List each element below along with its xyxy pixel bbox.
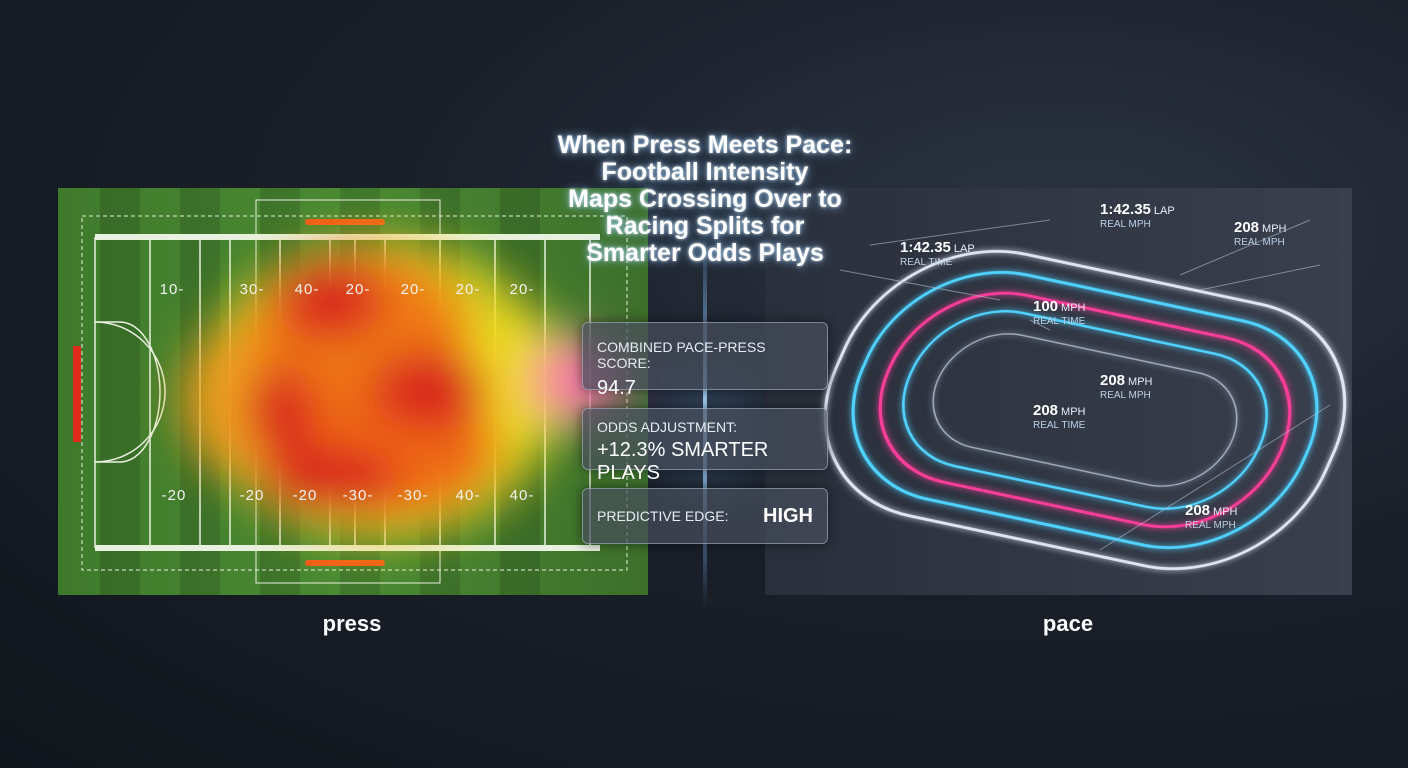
- score-panel: COMBINED PACE-PRESS SCORE: 94.7: [582, 322, 828, 399]
- track-annotation: 1:42.35 LAP REAL TIME: [900, 239, 975, 270]
- panel-value: HIGH: [763, 504, 813, 527]
- annotation-value: 208: [1033, 402, 1059, 419]
- yard-label: 40-: [294, 281, 320, 298]
- annotation-unit: LAP: [953, 243, 975, 255]
- annotation-value: 1:42.35: [900, 239, 951, 256]
- annotation-sub: REAL TIME: [1033, 316, 1086, 327]
- yard-label: 40-: [455, 487, 481, 504]
- title-line: Football Intensity: [601, 158, 809, 186]
- annotation-unit: MPH: [1061, 302, 1086, 314]
- top-marker: [305, 219, 385, 225]
- annotation-sub: REAL TIME: [1033, 420, 1086, 431]
- bottom-marker: [305, 560, 385, 566]
- track-annotation: 208 MPH REAL MPH: [1100, 372, 1153, 403]
- panel-label: COMBINED PACE-PRESS SCORE:: [597, 339, 766, 371]
- track-annotation: 100 MPH REAL TIME: [1033, 298, 1086, 329]
- yard-label: -30-: [342, 487, 374, 504]
- goal-marker: [73, 346, 81, 442]
- track-annotation: 208 MPH REAL MPH: [1185, 502, 1238, 533]
- title-line: When Press Meets Pace:: [557, 131, 853, 159]
- annotation-value: 208: [1185, 502, 1211, 519]
- annotation-unit: LAP: [1153, 205, 1175, 217]
- yard-label: 20-: [345, 281, 371, 298]
- panel-label: PREDICTIVE EDGE:: [597, 508, 729, 524]
- annotation-unit: MPH: [1262, 223, 1287, 235]
- yard-label: 20-: [509, 281, 535, 298]
- odds-panel: ODDS ADJUSTMENT: +12.3% SMARTER PLAYS: [582, 408, 828, 484]
- track: [823, 249, 1347, 571]
- yard-label: 30-: [239, 281, 265, 298]
- yard-label: 20-: [455, 281, 481, 298]
- yard-label: -20: [239, 487, 265, 504]
- yard-label: -20: [292, 487, 318, 504]
- annotation-sub: REAL MPH: [1100, 390, 1151, 401]
- title: When Press Meets Pace: Football Intensit…: [470, 132, 940, 267]
- edge-panel: PREDICTIVE EDGE: HIGH: [582, 488, 828, 544]
- track-annotation: 1:42.35 LAP REAL MPH: [1100, 201, 1175, 232]
- annotation-unit: MPH: [1213, 506, 1238, 518]
- annotation-unit: MPH: [1061, 406, 1086, 418]
- annotation-unit: MPH: [1128, 376, 1153, 388]
- yard-label: 10-: [159, 281, 185, 298]
- panel-label: ODDS ADJUSTMENT:: [597, 419, 738, 435]
- annotation-value: 208: [1234, 219, 1260, 236]
- yard-label: -20: [161, 487, 187, 504]
- pace-caption: pace: [1042, 611, 1094, 636]
- annotation-value: 1:42.35: [1100, 201, 1151, 218]
- annotation-sub: REAL MPH: [1234, 237, 1285, 248]
- annotation-value: 208: [1100, 372, 1126, 389]
- track-annotation: 208 MPH REAL MPH: [1234, 219, 1287, 250]
- title-line: Maps Crossing Over to: [568, 185, 842, 213]
- title-line: Racing Splits for: [605, 212, 805, 240]
- panel-value: 94.7: [597, 377, 636, 399]
- annotation-sub: REAL MPH: [1185, 520, 1236, 531]
- title-line: Smarter Odds Plays: [586, 239, 824, 267]
- yard-label: 20-: [400, 281, 426, 298]
- yard-label: -30-: [397, 487, 429, 504]
- press-caption: press: [322, 611, 382, 636]
- annotation-sub: REAL TIME: [900, 257, 953, 268]
- panel-value: +12.3% SMARTER PLAYS: [597, 439, 769, 484]
- annotation-sub: REAL MPH: [1100, 219, 1151, 230]
- yard-label: 40-: [509, 487, 535, 504]
- track-annotation: 208 MPH REAL TIME: [1033, 402, 1086, 433]
- annotation-value: 100: [1033, 298, 1059, 315]
- speed-lines: [839, 219, 1331, 551]
